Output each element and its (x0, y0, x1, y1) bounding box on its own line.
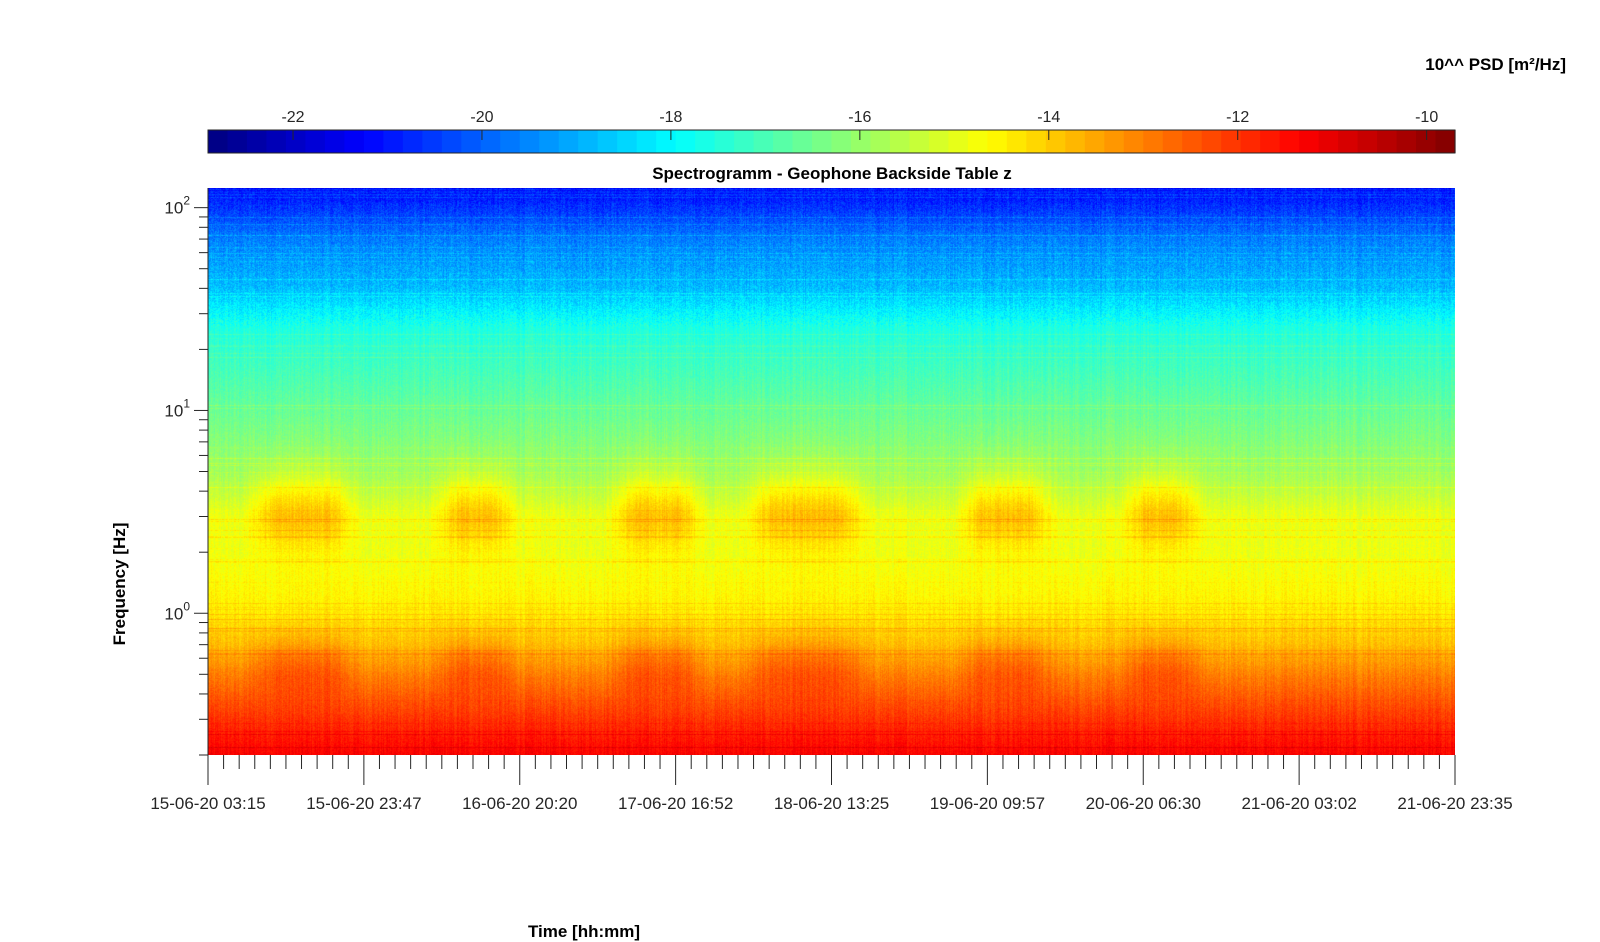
x-axis-label: Time [hh:mm] (528, 922, 640, 941)
colorbar-cell (850, 130, 872, 153)
colorbar-tick-label: -10 (1415, 109, 1438, 126)
colorbar-cell (1299, 130, 1320, 153)
colorbar-cell (227, 130, 248, 153)
x-tick-label: 15-06-20 23:47 (306, 794, 421, 813)
colorbar-cell (519, 130, 540, 153)
colorbar-cell (344, 130, 365, 153)
colorbar-cell (558, 130, 579, 153)
colorbar-cell (889, 130, 911, 153)
colorbar-cell (1338, 130, 1359, 153)
colorbar-cell (1201, 130, 1222, 153)
colorbar-cell (1318, 130, 1339, 153)
y-tick-label: 101 (164, 396, 190, 420)
colorbar-label: 10^^ PSD [m²/Hz] (1425, 55, 1566, 74)
colorbar-cell (1065, 130, 1086, 153)
colorbar-tick-label: -12 (1226, 109, 1249, 126)
x-tick-label: 21-06-20 23:35 (1397, 794, 1512, 813)
colorbar-cell (792, 130, 813, 153)
colorbar-cell (578, 130, 599, 153)
colorbar: -22 -20 -18 -16 -14 -12 -10 (207, 109, 1456, 154)
x-tick-label: 17-06-20 16:52 (618, 794, 733, 813)
x-axis: 15-06-20 03:15 15-06-20 23:47 16-06-20 20:… (150, 755, 1513, 813)
colorbar-cell (305, 130, 326, 153)
colorbar-cell (500, 130, 521, 153)
colorbar-cell (324, 130, 345, 153)
x-tick-label: 20-06-20 06:30 (1086, 794, 1201, 813)
colorbar-frame (207, 129, 1456, 154)
colorbar-cell (363, 130, 384, 153)
colorbar-cell (812, 130, 833, 153)
y-tick-label: 100 (164, 599, 190, 623)
colorbar-cell (1416, 130, 1437, 153)
colorbar-cell (1006, 130, 1027, 153)
y-axis-label: Frequency [Hz] (110, 523, 129, 646)
colorbar-cell (1084, 130, 1105, 153)
colorbar-cell (539, 130, 560, 153)
colorbar-cell (1026, 130, 1047, 153)
colorbar-cell (208, 130, 229, 153)
colorbar-cell (1182, 130, 1203, 153)
colorbar-cell (1045, 130, 1066, 153)
colorbar-cell (714, 130, 735, 153)
colorbar-cell (773, 130, 794, 153)
colorbar-gradient (208, 130, 1456, 153)
x-tick-label: 19-06-20 09:57 (930, 794, 1045, 813)
x-tick-label: 16-06-20 20:20 (462, 794, 577, 813)
colorbar-tick-label: -20 (470, 109, 493, 126)
colorbar-cell (987, 130, 1008, 153)
x-tick-label: 21-06-20 03:02 (1241, 794, 1356, 813)
colorbar-cell (1377, 130, 1398, 153)
colorbar-cell (285, 130, 307, 153)
colorbar-cell (480, 130, 501, 153)
colorbar-tick-label: -16 (848, 109, 871, 126)
colorbar-cell (461, 130, 482, 153)
colorbar-cell (675, 130, 696, 153)
colorbar-cell (1123, 130, 1144, 153)
colorbar-cell (870, 130, 891, 153)
colorbar-cell (1221, 130, 1242, 153)
colorbar-cell (831, 130, 852, 153)
y-axis: 100 101 102 (164, 188, 209, 756)
colorbar-cell (266, 130, 287, 153)
colorbar-cell (734, 130, 755, 153)
colorbar-cell (753, 130, 774, 153)
colorbar-cell (1396, 130, 1417, 153)
x-tick-label: 15-06-20 03:15 (150, 794, 265, 813)
colorbar-cell (383, 130, 404, 153)
colorbar-cell (695, 130, 716, 153)
colorbar-tick-label: -14 (1037, 109, 1060, 126)
colorbar-cell (617, 130, 638, 153)
colorbar-tick-label: -22 (281, 109, 304, 126)
y-tick-label: 102 (164, 194, 190, 218)
x-tick-label: 18-06-20 13:25 (774, 794, 889, 813)
colorbar-cell (246, 130, 268, 153)
colorbar-cell (1162, 130, 1183, 153)
colorbar-cell (1260, 130, 1281, 153)
colorbar-cell (636, 130, 657, 153)
colorbar-cell (1279, 130, 1300, 153)
colorbar-cell (597, 130, 618, 153)
colorbar-cell (1357, 130, 1378, 153)
colorbar-cell (1104, 130, 1125, 153)
spectrogram-image (208, 188, 1455, 755)
colorbar-cell (928, 130, 949, 153)
colorbar-cell (948, 130, 969, 153)
colorbar-cell (402, 130, 423, 153)
colorbar-cell (1240, 130, 1261, 153)
chart-title: Spectrogramm - Geophone Backside Table z (652, 164, 1012, 183)
plot-area (208, 188, 1455, 755)
colorbar-cell (909, 130, 930, 153)
colorbar-cell (1435, 130, 1456, 153)
colorbar-cell (441, 130, 462, 153)
colorbar-cell (1143, 130, 1164, 153)
colorbar-ticks: -22 -20 -18 -16 -14 -12 -10 (281, 109, 1438, 140)
colorbar-tick-label: -18 (659, 109, 682, 126)
colorbar-cell (422, 130, 443, 153)
colorbar-cell (656, 130, 677, 153)
colorbar-cell (967, 130, 988, 153)
